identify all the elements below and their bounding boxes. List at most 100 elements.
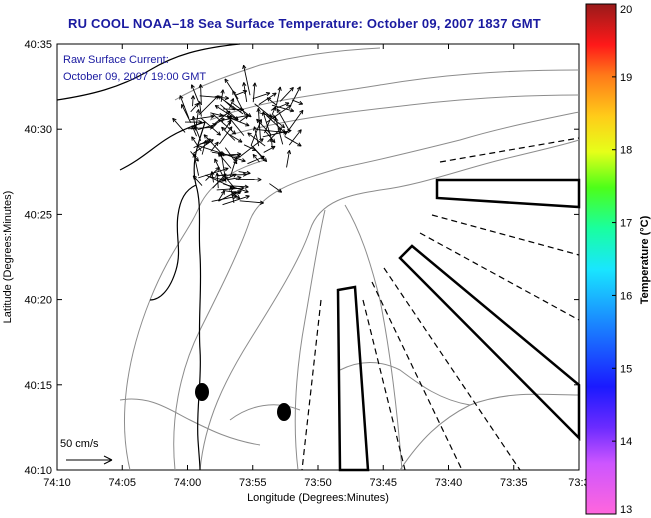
- colorbar-tick-label: 14: [620, 436, 632, 448]
- annotation-line-2: October 09, 2007 19:00 GMT: [63, 71, 206, 83]
- current-vector: [214, 105, 238, 121]
- current-vector: [222, 190, 241, 195]
- colorbar-tick-label: 20: [620, 4, 632, 16]
- contour-offshore-2: [339, 362, 471, 406]
- colorbar-tick-label: 19: [620, 72, 632, 84]
- contour-mid-2: [199, 139, 580, 471]
- x-tick-label: 74:10: [43, 477, 71, 489]
- current-vector: [264, 130, 276, 144]
- current-vector: [228, 184, 249, 189]
- colorbar-ticks: 20 19 18 17 16 15 14 13: [612, 3, 632, 516]
- dash-line-1: [439, 137, 580, 163]
- x-tick-label: 73:3: [568, 477, 589, 489]
- current-vector: [271, 104, 295, 113]
- current-vector: [254, 103, 272, 118]
- current-vector: [259, 112, 277, 119]
- coast-nj-shore: [193, 121, 206, 471]
- contour-upper-1: [209, 69, 580, 121]
- current-vector: [284, 109, 304, 136]
- x-tick-label: 73:45: [369, 477, 397, 489]
- current-vector: [222, 107, 244, 112]
- current-vector: [199, 140, 210, 145]
- current-vector: [199, 95, 229, 101]
- dash-line-6: [362, 299, 406, 471]
- current-vector: [229, 186, 235, 204]
- colorbar-tick-label: 13: [620, 504, 632, 516]
- y-tick-label: 40:10: [24, 465, 52, 477]
- current-vector: [190, 95, 196, 107]
- plot-frame: [56, 43, 580, 471]
- dash-line-5: [371, 281, 463, 471]
- x-tick-label: 74:00: [174, 477, 202, 489]
- current-vector: [184, 120, 203, 125]
- x-axis-label: Longitude (Degrees:Minutes): [247, 492, 389, 504]
- current-vector: [221, 126, 236, 141]
- current-vector: [238, 170, 251, 175]
- colorbar: [585, 3, 617, 515]
- current-vector: [235, 177, 262, 182]
- current-vector: [269, 183, 283, 193]
- contour-lower-left: [119, 398, 261, 446]
- y-tick-label: 40:15: [24, 380, 52, 392]
- y-tick-label: 40:30: [24, 124, 52, 136]
- current-vector: [263, 145, 276, 153]
- current-vector: [219, 113, 250, 127]
- current-vector: [192, 175, 203, 186]
- coast-inner-shore: [149, 184, 197, 301]
- current-vector: [242, 64, 251, 96]
- colorbar-tick-label: 16: [620, 290, 632, 302]
- coast-upper-shore: [56, 43, 241, 101]
- y-tick-label: 40:20: [24, 295, 52, 307]
- current-vector: [212, 113, 237, 135]
- radar-site-marker: [195, 383, 209, 401]
- current-vector: [279, 87, 294, 102]
- current-vector: [229, 98, 235, 109]
- current-vector: [229, 134, 243, 143]
- current-vector: [252, 91, 271, 100]
- current-vector: [252, 82, 257, 103]
- current-vector: [289, 86, 301, 107]
- current-vector: [191, 125, 197, 137]
- current-vector: [247, 132, 266, 147]
- contour-lower-bank: [229, 404, 301, 421]
- contour-offshore-1: [399, 393, 580, 471]
- x-tick-label: 73:35: [500, 477, 528, 489]
- current-vector: [231, 191, 241, 200]
- current-vector: [172, 117, 186, 133]
- current-vector: [291, 99, 304, 105]
- current-vector: [191, 136, 202, 152]
- current-vector: [250, 119, 263, 146]
- current-vector: [275, 86, 282, 106]
- current-vector: [209, 176, 226, 182]
- current-vector: [286, 150, 292, 168]
- y-axis-label: Latitude (Degrees:Minutes): [2, 191, 14, 324]
- current-vector: [217, 190, 226, 202]
- dash-line-2: [431, 214, 580, 256]
- y-axis: 40:35 40:30 40:25 40:20 40:15 40:10: [24, 39, 579, 477]
- current-vector: [220, 89, 225, 102]
- current-vector: [224, 78, 239, 100]
- current-vector: [191, 115, 196, 127]
- dash-line-7: [301, 299, 322, 471]
- current-vector: [181, 103, 192, 123]
- current-vector: [197, 145, 225, 156]
- x-tick-label: 73:50: [304, 477, 332, 489]
- current-vector: [274, 117, 284, 145]
- colorbar-label: Temperature (°C): [639, 215, 651, 304]
- current-vector: [190, 84, 200, 103]
- current-vector: [284, 136, 302, 147]
- annotation-line-1: Raw Surface Current:: [63, 54, 169, 66]
- current-vector: [264, 106, 277, 134]
- x-axis: 74:10 74:05 74:00 73:55 73:50 73:45 73:40 73:35…: [43, 44, 590, 489]
- current-vector: [217, 172, 247, 177]
- surface-current-vectors: [172, 64, 304, 206]
- radar-beam-a: [435, 178, 581, 209]
- radar-beam-c: [336, 285, 370, 472]
- current-vector: [266, 104, 292, 123]
- contour-upper-2: [229, 94, 580, 136]
- current-vector: [239, 115, 249, 122]
- scale-arrow: [66, 455, 113, 465]
- current-vector: [222, 194, 250, 206]
- dash-line-3: [419, 232, 580, 321]
